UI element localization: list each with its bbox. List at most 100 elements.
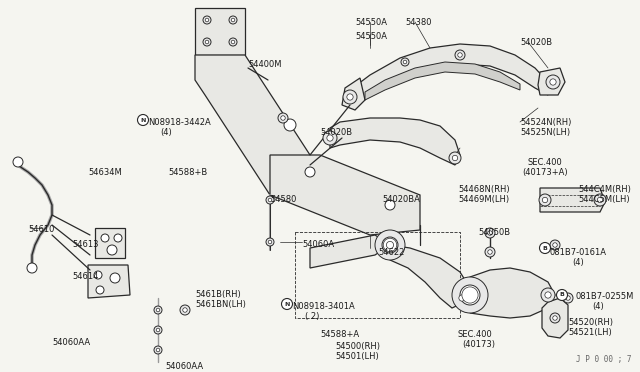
Text: (4): (4) (572, 258, 584, 267)
Text: 54060A: 54060A (302, 240, 334, 249)
Text: 54525N(LH): 54525N(LH) (520, 128, 570, 137)
Polygon shape (350, 44, 548, 105)
Text: 54500(RH): 54500(RH) (335, 342, 380, 351)
Circle shape (546, 75, 560, 89)
Text: J P 0 00 ; 7: J P 0 00 ; 7 (577, 355, 632, 364)
Circle shape (553, 316, 557, 320)
Polygon shape (540, 188, 605, 212)
Circle shape (268, 198, 272, 202)
Circle shape (566, 296, 570, 300)
Circle shape (203, 38, 211, 46)
Circle shape (180, 305, 190, 315)
Text: 54521(LH): 54521(LH) (568, 328, 612, 337)
Circle shape (138, 115, 148, 125)
Circle shape (94, 271, 102, 279)
Circle shape (485, 228, 495, 238)
Circle shape (401, 58, 409, 66)
Circle shape (205, 18, 209, 22)
Circle shape (156, 348, 160, 352)
Text: 54020B: 54020B (520, 38, 552, 47)
Circle shape (375, 230, 405, 260)
Text: 54613: 54613 (72, 240, 99, 249)
Circle shape (553, 243, 557, 247)
Text: B: B (543, 246, 547, 250)
Circle shape (305, 167, 315, 177)
Circle shape (403, 60, 407, 64)
Polygon shape (95, 228, 125, 258)
Circle shape (282, 298, 292, 310)
Text: 54020BA: 54020BA (382, 195, 420, 204)
Text: (4): (4) (592, 302, 604, 311)
Circle shape (101, 234, 109, 242)
Circle shape (488, 231, 492, 235)
Circle shape (485, 247, 495, 257)
Circle shape (452, 155, 458, 161)
Text: 54550A: 54550A (355, 18, 387, 27)
Polygon shape (390, 245, 470, 308)
Circle shape (540, 243, 550, 253)
Polygon shape (330, 118, 460, 165)
Circle shape (545, 292, 551, 298)
Text: 54610: 54610 (28, 225, 54, 234)
Circle shape (563, 293, 573, 303)
Text: (4): (4) (160, 128, 172, 137)
Circle shape (231, 40, 235, 44)
Circle shape (385, 200, 395, 210)
Circle shape (459, 295, 465, 301)
Circle shape (452, 277, 488, 313)
Circle shape (114, 234, 122, 242)
Text: 544C5M(LH): 544C5M(LH) (578, 195, 630, 204)
Circle shape (154, 306, 162, 314)
Text: 54614: 54614 (72, 272, 99, 281)
Polygon shape (195, 8, 245, 55)
Circle shape (229, 16, 237, 24)
Text: 54020B: 54020B (320, 128, 352, 137)
Circle shape (268, 240, 272, 244)
Text: 54622: 54622 (378, 248, 404, 257)
Polygon shape (270, 155, 420, 235)
Text: SEC.400: SEC.400 (528, 158, 563, 167)
Circle shape (278, 113, 288, 123)
Text: ( 2): ( 2) (305, 312, 319, 321)
Circle shape (203, 16, 211, 24)
Circle shape (13, 157, 23, 167)
Circle shape (154, 326, 162, 334)
Circle shape (323, 131, 337, 145)
Circle shape (449, 152, 461, 164)
Text: 54050B: 54050B (478, 228, 510, 237)
Text: 54580: 54580 (270, 195, 296, 204)
Circle shape (96, 286, 104, 294)
Polygon shape (538, 68, 565, 95)
Circle shape (327, 135, 333, 141)
Circle shape (539, 194, 551, 206)
Circle shape (27, 263, 37, 273)
Text: B: B (559, 292, 564, 298)
Text: 54060AA: 54060AA (165, 362, 203, 371)
Polygon shape (365, 62, 520, 100)
Circle shape (382, 237, 398, 253)
Text: N08918-3442A: N08918-3442A (148, 118, 211, 127)
Polygon shape (470, 268, 555, 318)
Text: 544C4M(RH): 544C4M(RH) (578, 185, 631, 194)
Circle shape (455, 50, 465, 60)
Circle shape (550, 240, 560, 250)
Circle shape (229, 38, 237, 46)
Text: 54380: 54380 (405, 18, 431, 27)
Circle shape (594, 194, 606, 206)
Circle shape (183, 308, 188, 312)
Circle shape (383, 238, 397, 252)
Circle shape (550, 79, 556, 85)
Circle shape (557, 289, 568, 301)
Text: 54634M: 54634M (88, 168, 122, 177)
Circle shape (156, 328, 160, 332)
Text: 54060AA: 54060AA (52, 338, 90, 347)
Text: N: N (140, 118, 146, 122)
Circle shape (156, 308, 160, 312)
Polygon shape (342, 78, 365, 110)
Text: 54520(RH): 54520(RH) (568, 318, 613, 327)
Circle shape (455, 291, 469, 305)
Text: 54550A: 54550A (355, 32, 387, 41)
Text: 54588+A: 54588+A (320, 330, 359, 339)
Circle shape (387, 241, 394, 248)
Circle shape (284, 119, 296, 131)
